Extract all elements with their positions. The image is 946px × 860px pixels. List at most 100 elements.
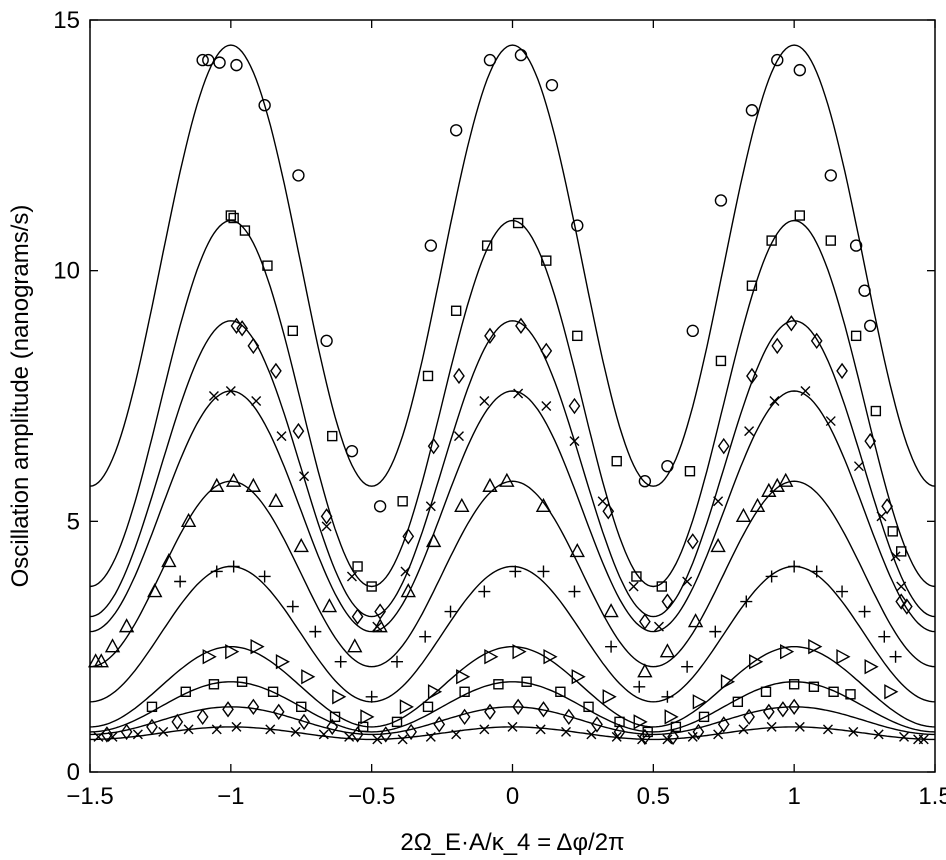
marker-s2-9 bbox=[397, 496, 408, 507]
marker-s2-2 bbox=[228, 212, 239, 224]
marker-s7-18 bbox=[692, 694, 707, 710]
marker-s1-10 bbox=[424, 239, 438, 252]
marker-s3-25 bbox=[836, 362, 848, 380]
marker-s9-7 bbox=[247, 698, 260, 716]
marker-s9-4 bbox=[171, 713, 184, 731]
marker-s1-17 bbox=[661, 459, 674, 473]
marker-s4-23 bbox=[800, 385, 811, 396]
marker-s3-14 bbox=[540, 342, 553, 360]
marker-s9-25 bbox=[717, 716, 730, 733]
x-tick-label-0: −1.5 bbox=[66, 783, 113, 810]
marker-s10-29 bbox=[822, 724, 833, 735]
marker-s10-15 bbox=[451, 729, 462, 740]
marker-s7-22 bbox=[808, 638, 823, 655]
marker-s6-10 bbox=[419, 630, 432, 643]
marker-s8-20 bbox=[732, 696, 744, 708]
marker-s5-32 bbox=[778, 472, 794, 487]
marker-s8-5 bbox=[267, 686, 279, 697]
marker-s2-7 bbox=[352, 561, 363, 572]
marker-s7-16 bbox=[633, 714, 648, 730]
marker-s6-11 bbox=[444, 605, 457, 618]
marker-s4-25 bbox=[853, 461, 864, 472]
marker-s8-13 bbox=[521, 676, 532, 687]
marker-s10-27 bbox=[766, 721, 777, 732]
marker-s2-8 bbox=[366, 581, 377, 592]
marker-s7-24 bbox=[864, 659, 879, 675]
marker-s9-18 bbox=[537, 701, 550, 718]
marker-s3-10 bbox=[427, 437, 440, 455]
marker-s2-25 bbox=[850, 330, 862, 342]
marker-s7-13 bbox=[543, 649, 558, 665]
marker-s9-8 bbox=[272, 703, 285, 721]
marker-s3-2 bbox=[236, 320, 248, 337]
marker-s5-15 bbox=[372, 618, 388, 633]
y-tick-label-1: 5 bbox=[67, 508, 80, 535]
marker-s2-18 bbox=[656, 581, 667, 592]
marker-s2-17 bbox=[631, 571, 642, 582]
marker-s5-6 bbox=[161, 552, 177, 568]
marker-s2-21 bbox=[746, 280, 758, 291]
marker-s10-23 bbox=[662, 734, 673, 745]
marker-s4-2 bbox=[225, 385, 236, 396]
marker-s6-12 bbox=[478, 585, 491, 598]
marker-s6-1 bbox=[174, 575, 187, 588]
marker-s6-28 bbox=[889, 650, 902, 663]
marker-s3-28 bbox=[895, 593, 908, 610]
marker-s10-22 bbox=[637, 734, 648, 745]
marker-s9-19 bbox=[562, 708, 575, 726]
marker-s6-4 bbox=[258, 570, 271, 583]
marker-s2-27 bbox=[887, 526, 898, 537]
marker-s6-15 bbox=[568, 585, 581, 598]
marker-s8-2 bbox=[180, 686, 191, 697]
marker-s7-25 bbox=[884, 684, 899, 700]
marker-s10-13 bbox=[397, 734, 408, 745]
marker-s3-5 bbox=[292, 422, 305, 440]
marker-s6-26 bbox=[858, 605, 871, 618]
marker-s7-7 bbox=[360, 709, 375, 725]
marker-s9-22 bbox=[639, 728, 651, 746]
marker-s5-10 bbox=[245, 477, 262, 492]
marker-s1-6 bbox=[292, 169, 305, 182]
marker-s1-11 bbox=[449, 124, 463, 137]
marker-s5-25 bbox=[659, 643, 676, 658]
marker-s4-16 bbox=[597, 496, 608, 507]
marker-s2-20 bbox=[715, 355, 727, 367]
marker-s9-2 bbox=[120, 723, 133, 741]
marker-s4-27 bbox=[890, 551, 901, 562]
marker-s10-14 bbox=[425, 731, 436, 742]
marker-s5-24 bbox=[637, 663, 653, 678]
marker-s10-31 bbox=[873, 729, 884, 740]
marker-s6-16 bbox=[605, 640, 618, 653]
marker-s3-7 bbox=[351, 608, 364, 625]
marker-s6-2 bbox=[210, 565, 223, 578]
fit-curve-2 bbox=[89, 219, 936, 588]
marker-s4-6 bbox=[321, 521, 332, 532]
marker-s5-29 bbox=[749, 497, 766, 512]
marker-s9-28 bbox=[777, 701, 789, 718]
marker-s9-12 bbox=[379, 726, 392, 743]
marker-s1-21 bbox=[771, 53, 784, 67]
marker-s5-9 bbox=[225, 472, 242, 487]
marker-s4-12 bbox=[479, 396, 490, 407]
marker-s7-19 bbox=[720, 674, 736, 690]
marker-s10-30 bbox=[848, 726, 859, 737]
marker-s6-8 bbox=[365, 690, 378, 703]
marker-s3-16 bbox=[602, 503, 615, 520]
marker-s1-8 bbox=[345, 444, 359, 458]
marker-s1-4 bbox=[230, 58, 243, 72]
axis-ticks: −1.5 −1 −0.5 0 0.5 1 1.5 0 5 10 15 bbox=[53, 7, 946, 810]
marker-s8-25 bbox=[845, 689, 856, 700]
marker-s3-12 bbox=[484, 327, 496, 345]
marker-s1-18 bbox=[686, 324, 699, 338]
marker-s1-19 bbox=[714, 194, 728, 207]
marker-s6-7 bbox=[334, 655, 347, 668]
marker-s8-12 bbox=[493, 679, 504, 690]
marker-s3-20 bbox=[717, 437, 730, 455]
marker-s9-14 bbox=[433, 716, 446, 733]
marker-s10-26 bbox=[738, 724, 749, 735]
marker-s8-9 bbox=[391, 716, 403, 728]
marker-s6-5 bbox=[286, 600, 299, 613]
marker-s4-3 bbox=[251, 396, 262, 407]
marker-s10-9 bbox=[290, 726, 301, 737]
